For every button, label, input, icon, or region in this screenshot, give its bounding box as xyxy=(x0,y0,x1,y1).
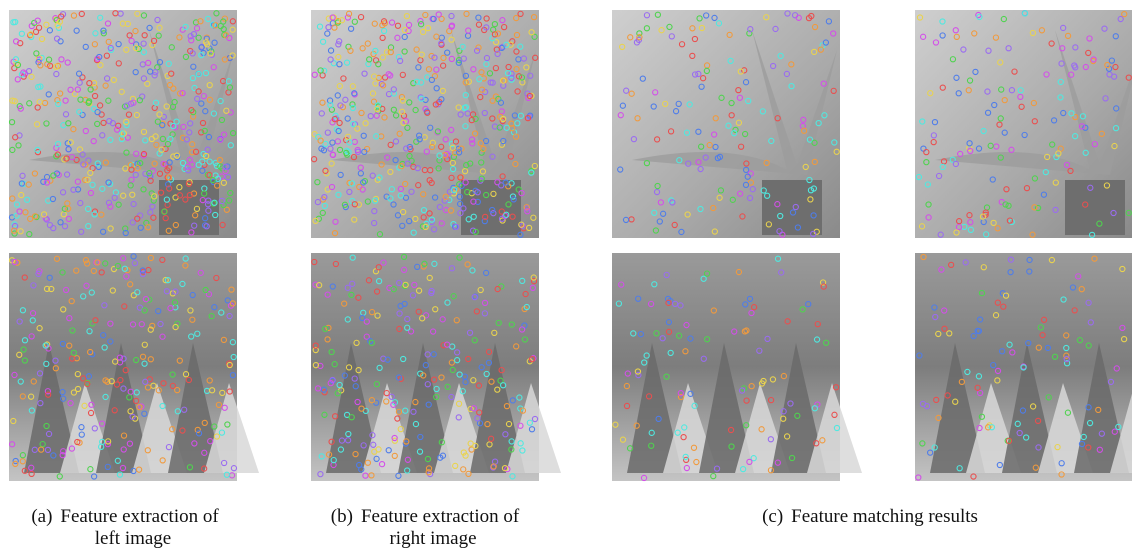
image-panel xyxy=(311,10,539,238)
caption-label: (c) xyxy=(762,506,783,527)
caption-line: left image xyxy=(95,528,172,549)
image-panel xyxy=(612,10,840,238)
pot xyxy=(1065,180,1125,235)
caption-text: Feature extraction of xyxy=(60,506,219,527)
caption-label: (b) xyxy=(331,506,353,527)
image-panel xyxy=(9,253,259,481)
caption-line: (b) Feature extraction of xyxy=(331,506,520,527)
image-panel xyxy=(915,10,1132,238)
image-panel xyxy=(612,253,862,481)
caption-line: (a) Feature extraction of xyxy=(31,506,219,527)
image-panel xyxy=(915,253,1132,481)
image-panel xyxy=(9,10,237,238)
figure: (a)Feature extraction ofleft image(b)Fea… xyxy=(0,0,1132,552)
caption-line: right image xyxy=(389,528,476,549)
caption-line: (c) Feature matching results xyxy=(762,506,978,527)
caption-text: Feature matching results xyxy=(791,506,978,527)
caption: (c) Feature matching results xyxy=(762,506,978,527)
caption: (b) Feature extraction ofright image xyxy=(331,506,520,549)
image-panel xyxy=(311,253,561,481)
caption-text: Feature extraction of xyxy=(361,506,520,527)
caption: (a) Feature extraction ofleft image xyxy=(31,506,219,549)
caption-label: (a) xyxy=(31,506,52,527)
